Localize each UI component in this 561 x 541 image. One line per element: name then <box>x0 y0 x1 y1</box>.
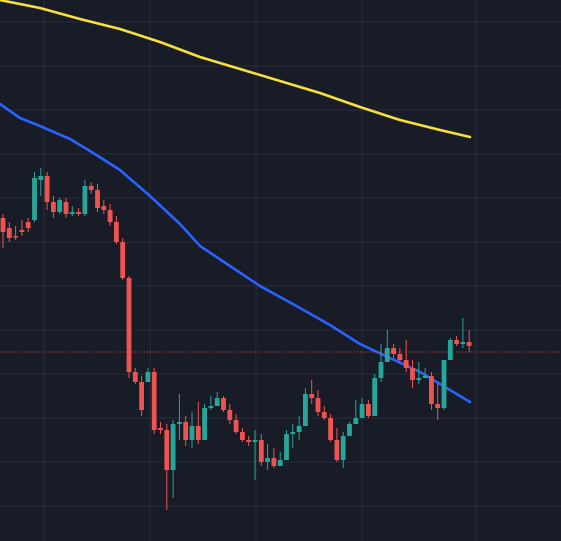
candle-body <box>32 178 37 220</box>
candle-body <box>258 440 264 462</box>
candle-body <box>19 230 25 232</box>
candle-body <box>466 342 472 346</box>
moving-average-slow-line <box>0 0 472 139</box>
candle-body <box>107 210 113 222</box>
candle-body <box>139 382 144 410</box>
candle-body <box>240 432 245 440</box>
candle-body <box>25 222 31 228</box>
candle-body <box>416 378 422 380</box>
candle-body <box>321 412 327 418</box>
candle-body <box>51 202 56 212</box>
candle-body <box>429 376 434 404</box>
candle-body <box>44 176 50 202</box>
candle-body <box>126 278 132 372</box>
candle-body <box>227 410 233 420</box>
candle-body <box>284 434 289 460</box>
candle-body <box>221 398 226 410</box>
candle-body <box>271 458 277 466</box>
candle-body <box>403 360 409 368</box>
candle-body <box>95 190 100 208</box>
candle-body <box>435 404 441 408</box>
candle-body <box>252 440 258 442</box>
candle-body <box>82 186 88 214</box>
candle-body <box>410 368 415 380</box>
candle-body <box>296 426 302 432</box>
candle-body <box>441 360 447 408</box>
candles <box>0 168 472 510</box>
candle-body <box>378 362 384 378</box>
candle-body <box>422 376 428 378</box>
candle-body <box>101 206 107 210</box>
candle-body <box>164 430 170 470</box>
candle-body <box>202 408 207 440</box>
candle-body <box>177 422 182 424</box>
candle-body <box>158 428 163 430</box>
candle-body <box>195 426 201 440</box>
candle-body <box>233 420 239 432</box>
candle-body <box>454 340 459 344</box>
candle-body <box>290 432 296 434</box>
candle-body <box>309 394 315 398</box>
candle-body <box>114 222 119 242</box>
candle-body <box>447 340 453 360</box>
candle-body <box>170 424 176 470</box>
candle-body <box>366 404 371 416</box>
candle-body <box>88 186 94 190</box>
candle-body <box>6 228 12 238</box>
candle-body <box>214 398 220 406</box>
candle-body <box>189 426 195 440</box>
candle-body <box>359 404 365 418</box>
candle-body <box>63 202 69 214</box>
candle-body <box>183 422 189 440</box>
candle-body <box>145 372 151 382</box>
candle-body <box>208 406 214 408</box>
candle-body <box>347 424 352 436</box>
candle-body <box>69 212 75 214</box>
candle-body <box>353 418 359 424</box>
candle-body <box>132 372 138 382</box>
candle-body <box>57 200 63 212</box>
candle-body <box>265 458 270 462</box>
moving-average-fast-line <box>0 102 472 404</box>
candle-body <box>328 418 333 440</box>
candle-body <box>13 236 18 238</box>
candle-body <box>460 342 466 344</box>
candle-body <box>315 398 321 412</box>
candle-body <box>38 176 44 180</box>
candle-body <box>0 218 6 232</box>
candle-body <box>334 440 340 460</box>
candle-body <box>246 440 252 442</box>
candle-body <box>303 394 308 426</box>
candle-body <box>372 378 378 416</box>
moving-averages <box>0 0 472 404</box>
candle-body <box>76 212 81 214</box>
candle-body <box>397 354 403 360</box>
candle-body <box>120 242 126 278</box>
candle-body <box>391 348 396 354</box>
candle-body <box>151 372 157 430</box>
candle-body <box>340 436 346 460</box>
candle-body <box>384 348 390 362</box>
candle-body <box>277 460 283 466</box>
